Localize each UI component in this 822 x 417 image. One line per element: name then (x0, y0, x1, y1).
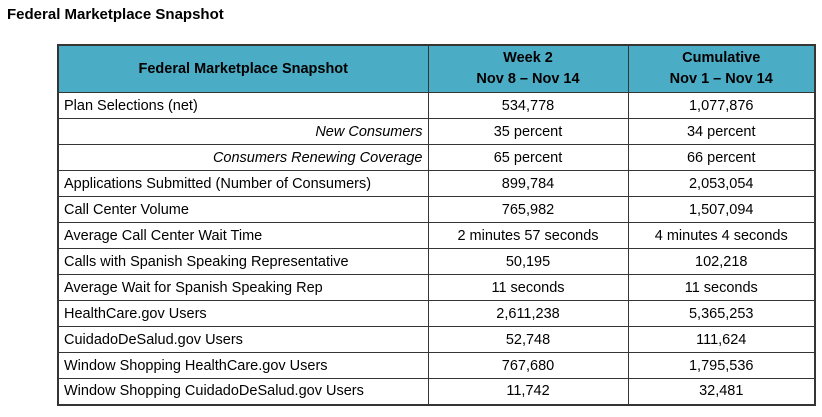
cumulative-value-cell: 2,053,054 (627, 170, 816, 198)
metric-cell: Window Shopping CuidadoDeSalud.gov Users (57, 378, 429, 406)
week2-value-cell: 2 minutes 57 seconds (427, 222, 629, 250)
week2-value-cell: 52,748 (427, 326, 629, 354)
cumulative-value-cell: 1,077,876 (627, 92, 816, 120)
header-week2-daterange: Nov 8 – Nov 14 (476, 71, 580, 88)
header-cumulative-daterange: Nov 1 – Nov 14 (669, 71, 773, 88)
metric-cell: Calls with Spanish Speaking Representati… (57, 248, 429, 276)
cumulative-value-cell: 34 percent (627, 118, 816, 146)
table-row: Average Call Center Wait Time 2 minutes 5… (57, 222, 816, 250)
cumulative-value-cell: 1,507,094 (627, 196, 816, 224)
week2-value-cell: 50,195 (427, 248, 629, 276)
metric-cell: Plan Selections (net) (57, 92, 429, 120)
week2-value-cell: 534,778 (427, 92, 629, 120)
header-cumulative-cell: Cumulative Nov 1 – Nov 14 (627, 44, 816, 94)
table-row: CuidadoDeSalud.gov Users 52,748 111,624 (57, 326, 816, 354)
table-header-row: Federal Marketplace Snapshot Week 2 Nov … (57, 44, 816, 94)
metric-cell: HealthCare.gov Users (57, 300, 429, 328)
week2-value-cell: 35 percent (427, 118, 629, 146)
table-row: Consumers Renewing Coverage 65 percent 66 … (57, 144, 816, 172)
table-row: Average Wait for Spanish Speaking Rep 11 … (57, 274, 816, 302)
table-row: Call Center Volume 765,982 1,507,094 (57, 196, 816, 224)
cumulative-value-cell: 5,365,253 (627, 300, 816, 328)
week2-value-cell: 2,611,238 (427, 300, 629, 328)
week2-value-cell: 765,982 (427, 196, 629, 224)
metric-cell: Call Center Volume (57, 196, 429, 224)
metric-cell: Consumers Renewing Coverage (57, 144, 429, 172)
week2-value-cell: 767,680 (427, 352, 629, 380)
cumulative-value-cell: 4 minutes 4 seconds (627, 222, 816, 250)
table-row: Window Shopping HealthCare.gov Users 767,… (57, 352, 816, 380)
cumulative-value-cell: 111,624 (627, 326, 816, 354)
cumulative-value-cell: 32,481 (627, 378, 816, 406)
table-row: Window Shopping CuidadoDeSalud.gov Users… (57, 378, 816, 406)
page-title: Federal Marketplace Snapshot (7, 6, 224, 23)
week2-value-cell: 899,784 (427, 170, 629, 198)
header-cumulative-title: Cumulative (682, 50, 761, 66)
metric-cell: Average Wait for Spanish Speaking Rep (57, 274, 429, 302)
metric-cell: Window Shopping HealthCare.gov Users (57, 352, 429, 380)
header-week2-cell: Week 2 Nov 8 – Nov 14 (427, 44, 629, 94)
header-week2-title: Week 2 (503, 50, 553, 66)
header-metric-label: Federal Marketplace Snapshot (138, 60, 348, 77)
table-row: Calls with Spanish Speaking Representati… (57, 248, 816, 276)
table-body: Plan Selections (net) 534,778 1,077,876 New… (57, 92, 816, 406)
table-row: Applications Submitted (Number of Consum… (57, 170, 816, 198)
metric-cell: New Consumers (57, 118, 429, 146)
header-metric-cell: Federal Marketplace Snapshot (57, 44, 429, 94)
table-row: New Consumers 35 percent 34 percent (57, 118, 816, 146)
metric-cell: CuidadoDeSalud.gov Users (57, 326, 429, 354)
table-row: HealthCare.gov Users 2,611,238 5,365,253 (57, 300, 816, 328)
metric-cell: Average Call Center Wait Time (57, 222, 429, 250)
cumulative-value-cell: 1,795,536 (627, 352, 816, 380)
week2-value-cell: 65 percent (427, 144, 629, 172)
cumulative-value-cell: 11 seconds (627, 274, 816, 302)
week2-value-cell: 11,742 (427, 378, 629, 406)
metric-cell: Applications Submitted (Number of Consum… (57, 170, 429, 198)
snapshot-table: Federal Marketplace Snapshot Week 2 Nov … (57, 44, 816, 406)
cumulative-value-cell: 66 percent (627, 144, 816, 172)
table-row: Plan Selections (net) 534,778 1,077,876 (57, 92, 816, 120)
week2-value-cell: 11 seconds (427, 274, 629, 302)
cumulative-value-cell: 102,218 (627, 248, 816, 276)
